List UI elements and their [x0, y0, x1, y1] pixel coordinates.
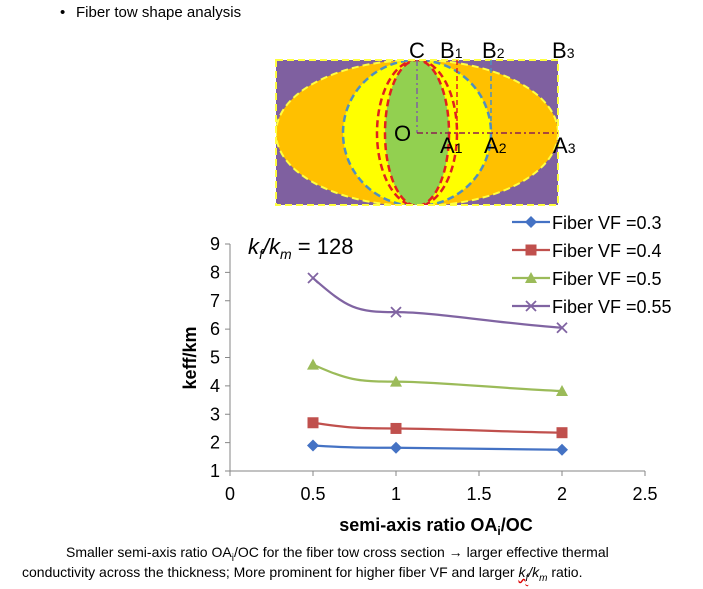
- series-line: [307, 358, 568, 396]
- legend-entry: Fiber VF =0.3: [512, 213, 662, 233]
- data-point: [525, 300, 537, 312]
- y-tick-label: 8: [210, 262, 220, 282]
- data-point: [556, 322, 568, 334]
- data-point: [525, 216, 537, 228]
- data-point: [307, 417, 319, 429]
- bullet-point: • Fiber tow shape analysis: [60, 4, 241, 21]
- data-point: [390, 422, 402, 434]
- data-point: [556, 427, 568, 439]
- y-tick-label: 1: [210, 461, 220, 481]
- x-tick-label: 1.5: [466, 484, 491, 504]
- y-tick-label: 2: [210, 433, 220, 453]
- y-tick-label: 7: [210, 291, 220, 311]
- chart-series: [307, 272, 568, 456]
- series-path: [312, 277, 563, 329]
- caption-line-1: Smaller semi-axis ratio OAi/OC for the f…: [66, 544, 609, 564]
- y-tick-label: 9: [210, 234, 220, 254]
- label-o: O: [394, 121, 411, 146]
- legend-entry: Fiber VF =0.55: [512, 297, 672, 317]
- label-b3: B3: [552, 38, 575, 63]
- y-tick-label: 3: [210, 404, 220, 424]
- x-tick-label: 2: [557, 484, 567, 504]
- data-point: [525, 272, 537, 283]
- data-point: [556, 384, 568, 396]
- legend-label: Fiber VF =0.4: [552, 241, 662, 261]
- x-tick-label: 0.5: [300, 484, 325, 504]
- series-line: [307, 417, 568, 439]
- data-point: [307, 272, 319, 284]
- data-point: [307, 439, 319, 452]
- x-tick-label: 0: [225, 484, 235, 504]
- chart-axes: 0 0.5 1 1.5 2 2.5 1 2 3 4 5 6 7 8 9: [210, 234, 658, 504]
- data-point: [556, 443, 568, 456]
- legend-entry: Fiber VF =0.5: [512, 269, 662, 289]
- series-path: [312, 363, 563, 393]
- y-axis-label: keff/km: [180, 326, 200, 389]
- bullet-text: Fiber tow shape analysis: [76, 4, 242, 21]
- label-b2: B2: [482, 38, 505, 63]
- chart-legend: Fiber VF =0.3 Fiber VF =0.4 Fiber VF =0.5 F…: [512, 213, 672, 317]
- x-tick-label: 1: [391, 484, 401, 504]
- data-point: [390, 375, 402, 387]
- x-axis-label: semi-axis ratio OAi/OC: [339, 515, 532, 538]
- label-a2: A2: [484, 133, 507, 158]
- legend-label: Fiber VF =0.5: [552, 269, 662, 289]
- legend-label: Fiber VF =0.55: [552, 297, 672, 317]
- fiber-tow-diagram: C B1 B2 B3 O A1 A2 A3: [275, 38, 576, 206]
- series-path: [312, 421, 563, 434]
- series-path: [312, 444, 563, 451]
- data-point: [390, 441, 402, 454]
- label-b1: B1: [440, 38, 463, 63]
- y-tick-label: 5: [210, 348, 220, 368]
- series-line: [307, 439, 568, 456]
- y-tick-label: 6: [210, 319, 220, 339]
- data-point: [525, 244, 537, 256]
- series-line: [307, 272, 568, 334]
- legend-label: Fiber VF =0.3: [552, 213, 662, 233]
- chart-annotation: kf/km = 128: [248, 234, 353, 262]
- data-point: [390, 306, 402, 318]
- label-a3: A3: [553, 133, 576, 158]
- label-a1: A1: [440, 133, 463, 158]
- x-tick-label: 2.5: [632, 484, 657, 504]
- label-c: C: [409, 38, 425, 63]
- y-tick-label: 4: [210, 376, 220, 396]
- caption-line-2: conductivity across the thickness; More …: [22, 564, 583, 584]
- legend-entry: Fiber VF =0.4: [512, 241, 662, 261]
- bullet-dot-icon: •: [60, 4, 66, 21]
- data-point: [307, 358, 319, 370]
